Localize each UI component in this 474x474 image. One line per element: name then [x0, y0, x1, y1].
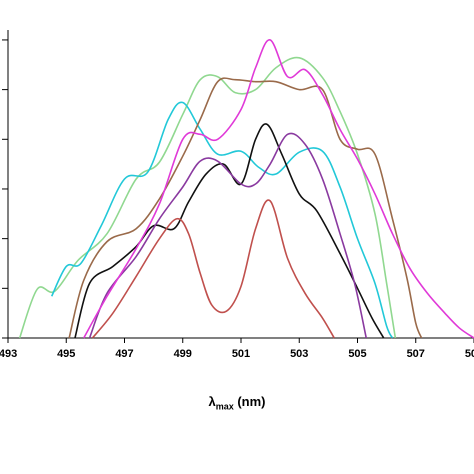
x-tick-label: 507: [407, 348, 425, 360]
y-ticks: [2, 39, 8, 339]
x-tick-label: 495: [57, 348, 75, 360]
x-tick-label: 499: [174, 348, 192, 360]
x-tick-label: 497: [115, 348, 133, 360]
x-tick-label: 505: [348, 348, 366, 360]
series-line-2: [50, 101, 394, 339]
series-line-5: [88, 132, 368, 339]
x-tick-label: 503: [290, 348, 308, 360]
series-line-3: [68, 77, 423, 339]
x-axis-title-subscript: max: [215, 401, 234, 412]
series-line-1: [18, 56, 397, 339]
series-group: [18, 39, 474, 339]
x-axis-title-unit: (nm): [233, 394, 266, 409]
x-ticks: 493 495 497 499 501 503 505 507 509: [0, 338, 474, 360]
series-line-4: [74, 123, 385, 339]
series-line-7: [91, 199, 335, 339]
series-line-6: [83, 39, 474, 339]
x-tick-label: 509: [465, 348, 474, 360]
x-tick-label: 493: [0, 348, 17, 360]
x-axis-title: λmax (nm): [0, 394, 474, 412]
x-axis-title-symbol: λ: [208, 394, 216, 409]
x-tick-label: 501: [232, 348, 250, 360]
